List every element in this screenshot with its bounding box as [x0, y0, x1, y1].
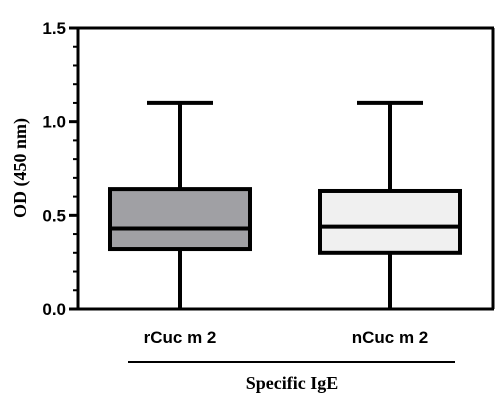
x-axis-title: Specific IgE: [246, 373, 339, 393]
iqr-box: [318, 188, 462, 255]
category-label: rCuc m 2: [144, 328, 217, 347]
y-tick-label: 0.5: [42, 206, 66, 225]
iqr-box: [108, 187, 252, 252]
y-tick-label: 1.5: [42, 19, 66, 38]
box-1: [108, 100, 252, 309]
category-labels: rCuc m 2 nCuc m 2: [144, 328, 429, 347]
boxes-group: [108, 100, 462, 309]
box-2: [318, 100, 462, 309]
y-axis-title: OD (450 nm): [10, 118, 31, 218]
category-label: nCuc m 2: [352, 328, 429, 347]
y-axis-ticks: 0.0 0.5 1.0 1.5: [42, 19, 78, 319]
y-tick-label: 0.0: [42, 300, 66, 319]
y-tick-label: 1.0: [42, 113, 66, 132]
